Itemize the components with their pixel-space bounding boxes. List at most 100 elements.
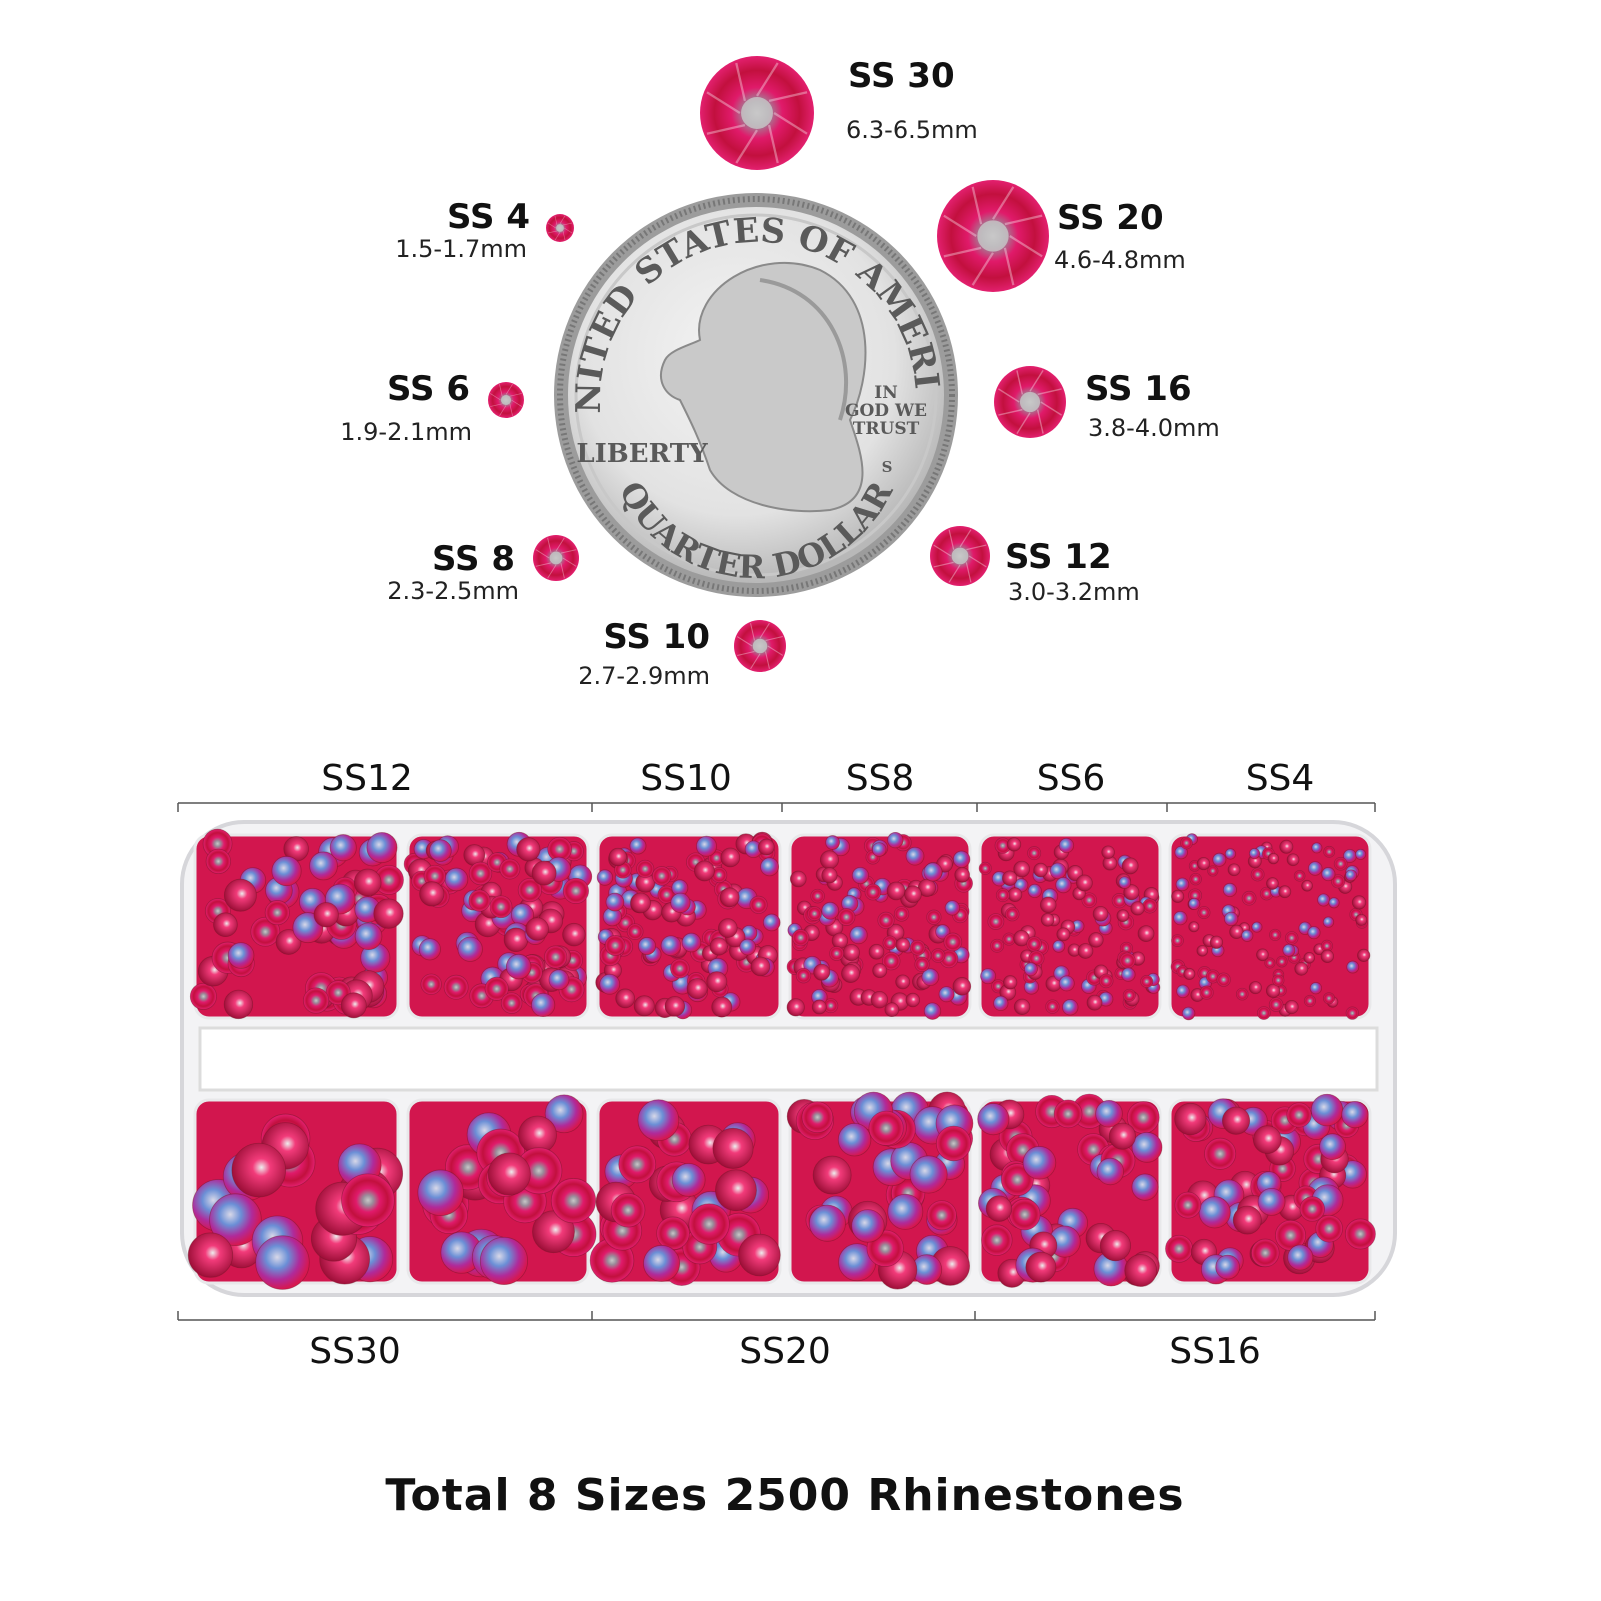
facet	[750, 653, 761, 670]
tray-stone	[872, 963, 888, 979]
facet	[735, 129, 758, 164]
tray-stone	[484, 976, 509, 1001]
tray-stone	[686, 978, 708, 1000]
coin-hair	[759, 278, 849, 421]
tray-stone	[1301, 879, 1313, 892]
tray-stone	[980, 968, 997, 985]
rhinestone	[994, 366, 1066, 438]
table-facet	[549, 551, 563, 565]
table-facet	[500, 394, 512, 406]
tray-stone	[610, 1192, 646, 1228]
facet	[554, 232, 561, 241]
facet	[490, 393, 501, 401]
tray-stone	[909, 939, 926, 956]
facet	[1037, 388, 1062, 396]
tray-stone	[1176, 984, 1190, 999]
tray-stone	[604, 935, 626, 956]
tray-stone	[1204, 1137, 1237, 1170]
tray-stone	[1357, 948, 1371, 962]
tray-stone	[905, 992, 921, 1008]
size-range: 3.8-4.0mm	[1088, 414, 1220, 442]
tray-stone	[630, 892, 651, 914]
tray-stone	[1265, 983, 1281, 998]
table-facet	[752, 638, 768, 654]
tray-stone	[1355, 848, 1367, 860]
tray-stone	[762, 913, 781, 932]
tray-stone	[1026, 936, 1042, 952]
tray-stone	[719, 887, 740, 908]
size-range: 2.7-2.9mm	[578, 662, 710, 690]
facet	[735, 62, 747, 102]
tray-stone	[801, 1101, 834, 1134]
tray-stone	[548, 969, 570, 991]
tray-stone	[1006, 837, 1022, 852]
tray-stone	[1005, 906, 1020, 922]
tray-stone	[720, 847, 741, 868]
tray-stone	[1320, 949, 1335, 963]
facet	[966, 544, 987, 551]
facet	[737, 651, 755, 656]
tray-stone	[1346, 960, 1360, 974]
tray-stone	[1180, 836, 1193, 850]
facet	[933, 544, 952, 557]
tray-stone	[429, 839, 452, 862]
size-label: SS 20	[1057, 198, 1164, 238]
tray-stone	[250, 916, 281, 947]
tray-stone	[1118, 876, 1132, 889]
facet	[564, 227, 573, 234]
facet	[535, 562, 552, 567]
tray-stone	[468, 861, 493, 886]
tray-stone	[1235, 987, 1249, 1001]
tray-top-label: SS4	[1246, 758, 1315, 799]
tray-stone	[895, 937, 911, 953]
tray-stone	[1062, 999, 1079, 1016]
tray-stone	[795, 967, 812, 984]
tray-stone	[544, 1094, 584, 1134]
tray-stone	[1121, 857, 1139, 875]
tray-stone	[1257, 1006, 1271, 1020]
tray-stone	[1189, 873, 1202, 886]
tray-stone	[1294, 961, 1309, 976]
tray-stone	[831, 932, 849, 949]
tray-stone	[1216, 972, 1231, 987]
tray-stone	[487, 1152, 531, 1196]
size-label: SS 6	[387, 369, 470, 409]
tray-stone	[531, 992, 556, 1018]
tray-stone	[1058, 975, 1075, 992]
tray-stone	[995, 888, 1010, 903]
tray-stone	[1287, 1244, 1314, 1271]
tray-stone	[718, 918, 738, 938]
tray-stone	[500, 992, 523, 1014]
tray-stone	[1040, 912, 1055, 927]
tray-top-label: SS6	[1037, 758, 1106, 799]
tray-bottom-label: SS16	[1169, 1331, 1261, 1372]
tray-stone	[213, 912, 238, 938]
tray-stone	[264, 900, 290, 926]
tray-stone	[1257, 1187, 1286, 1216]
size-label: SS 30	[848, 56, 955, 96]
tray-stone	[417, 1169, 464, 1216]
facet	[968, 555, 987, 568]
tray-stone	[904, 885, 922, 904]
tray-stone	[1252, 1125, 1282, 1154]
tray-stone	[868, 943, 885, 960]
facet	[759, 622, 770, 639]
tray-stone	[808, 1204, 846, 1242]
tray-stone	[944, 900, 961, 916]
tray-stone	[1088, 932, 1104, 948]
tray-stone	[887, 1193, 924, 1230]
facet	[547, 564, 557, 579]
tray-stone	[562, 922, 586, 947]
tray-stone	[696, 835, 717, 857]
tray-stone	[1137, 925, 1155, 943]
facet	[965, 562, 972, 583]
tray-stone	[757, 838, 775, 856]
tray-stone	[626, 923, 644, 940]
tray-stone	[882, 951, 901, 971]
facet	[959, 529, 972, 548]
tray-stone	[468, 889, 491, 912]
size-range: 2.3-2.5mm	[387, 577, 519, 605]
tray-stone	[886, 881, 906, 901]
facet	[509, 403, 513, 416]
tray-stone	[1122, 988, 1136, 1002]
